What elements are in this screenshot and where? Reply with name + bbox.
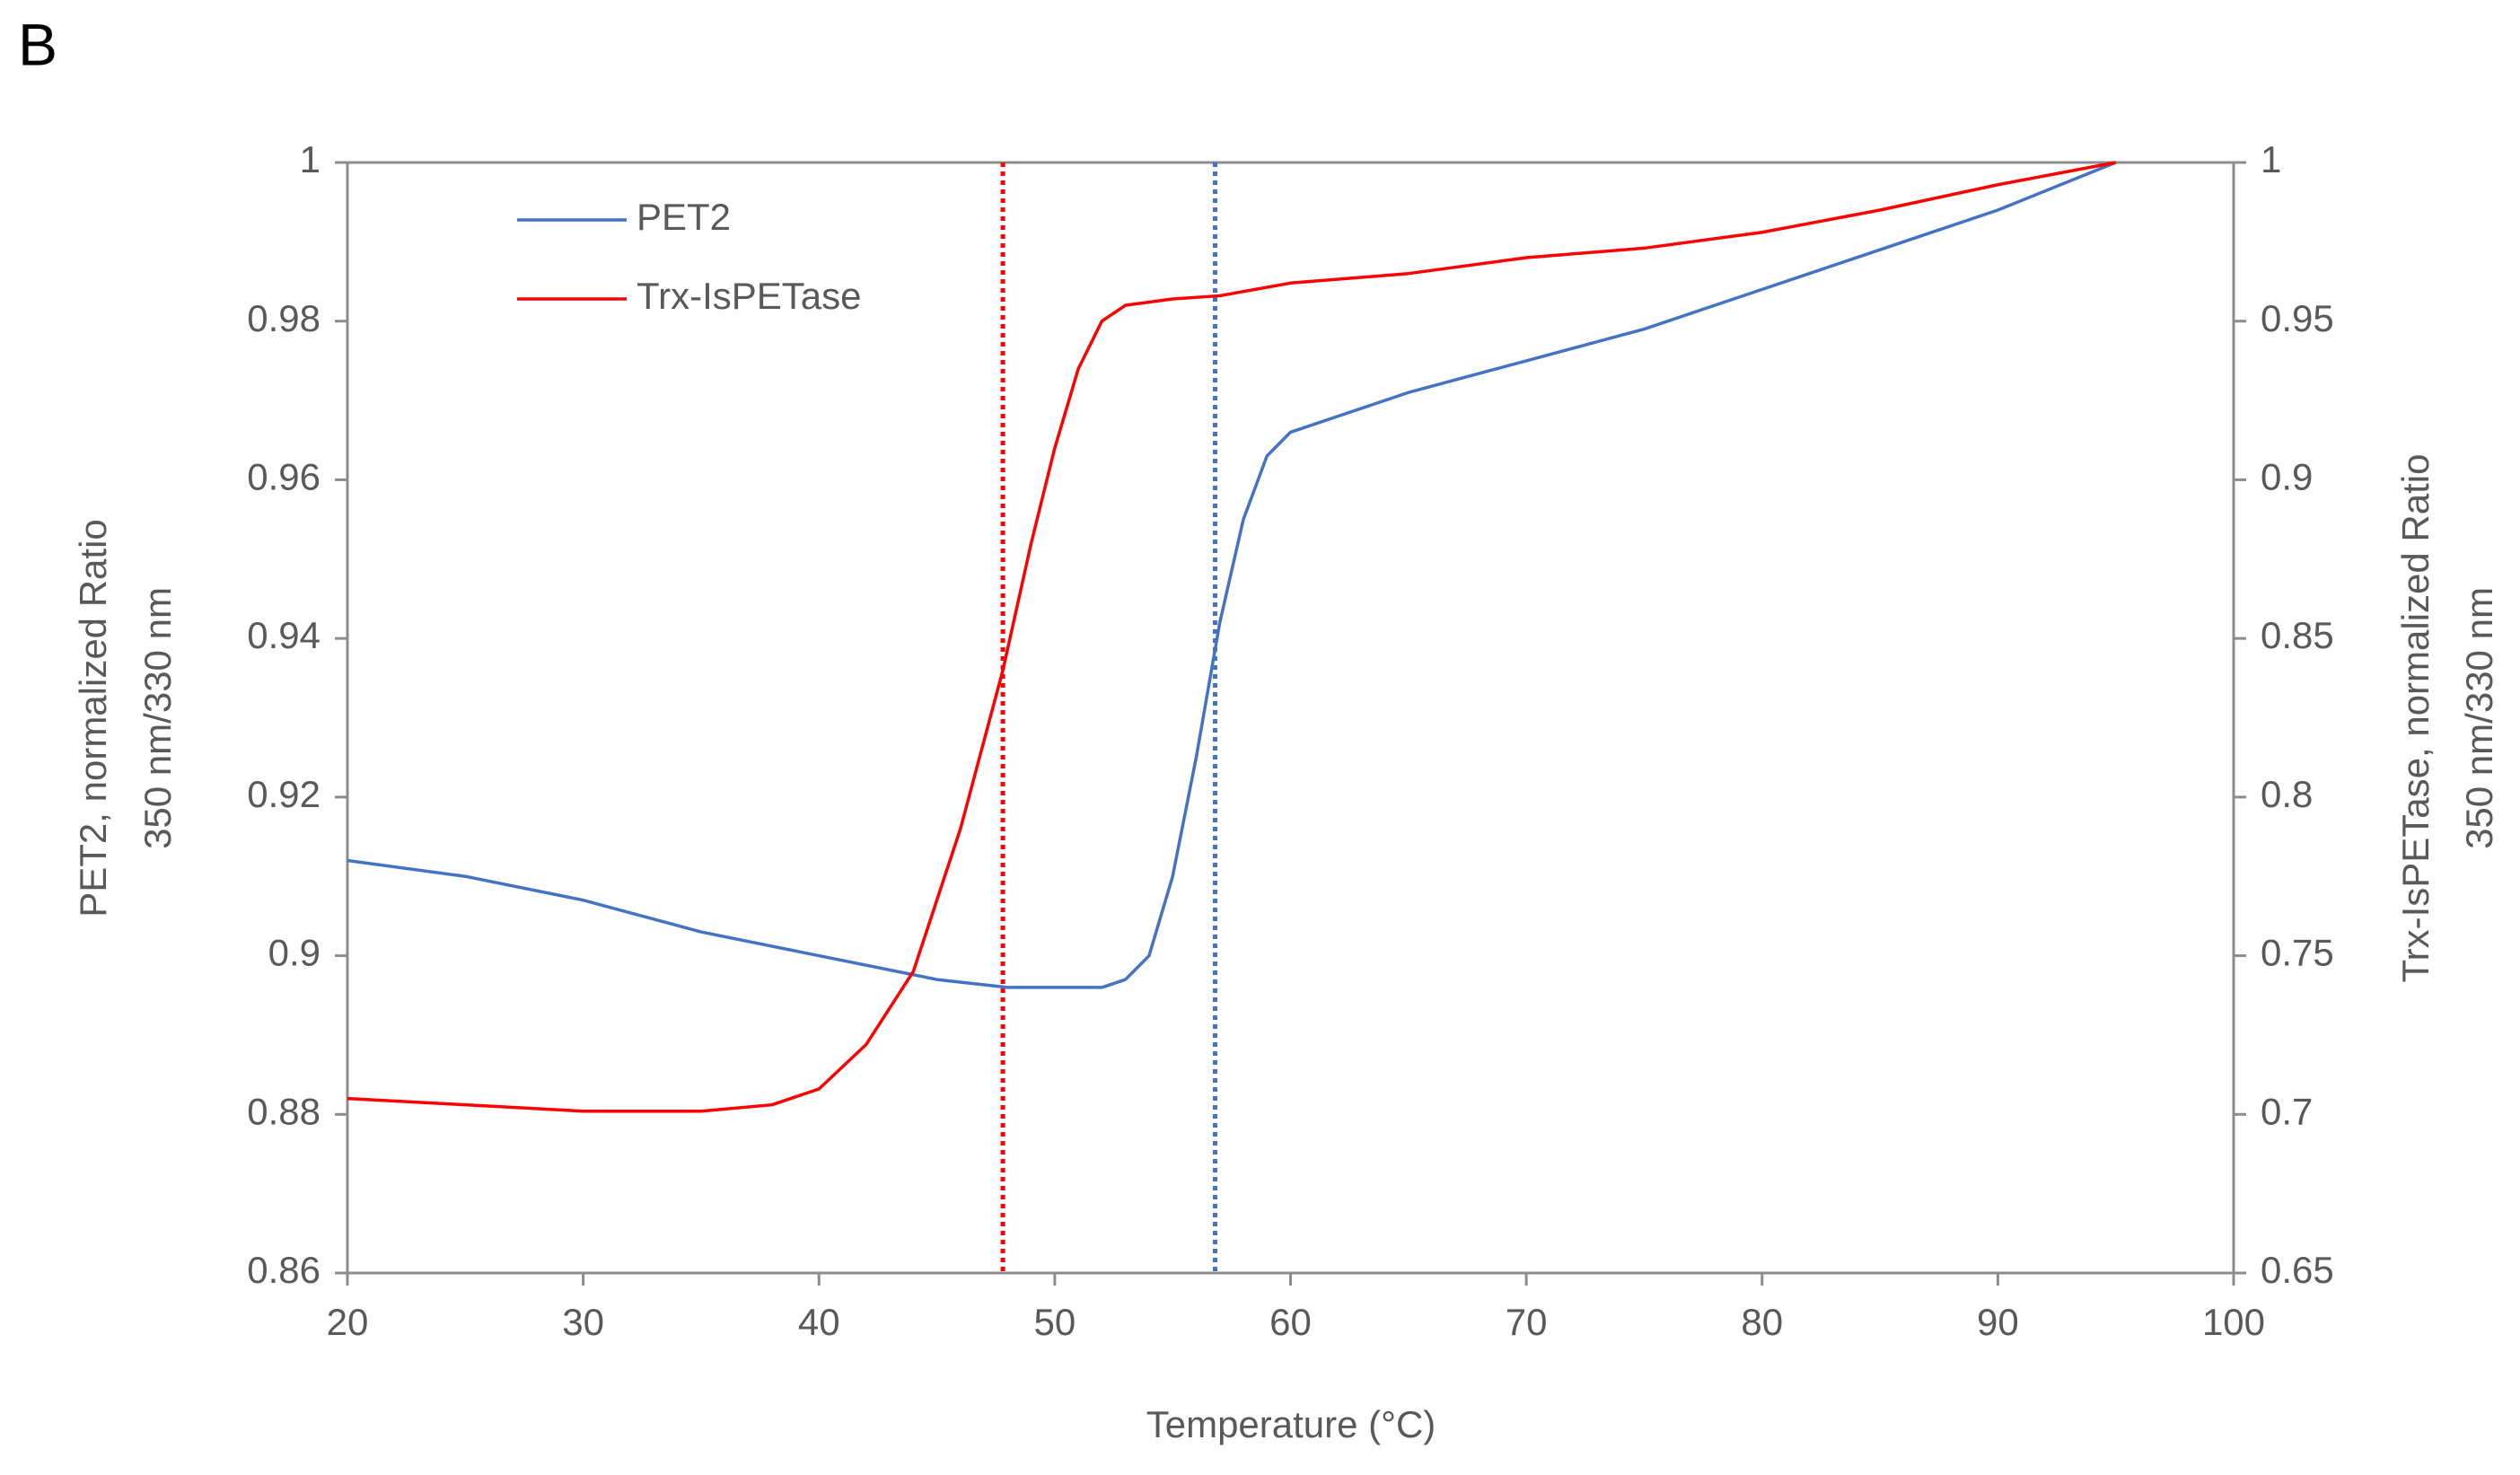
y-axis-title: 350 nm/330 nm [136, 587, 179, 849]
x-axis-title: Temperature (°C) [1146, 1403, 1436, 1445]
y2-tick-label: 0.85 [2261, 614, 2334, 656]
y-axis-title: PET2, normalized Ratio [72, 519, 114, 917]
x-tick-label: 90 [1977, 1301, 2019, 1343]
legend-label: Trx-IsPETase [637, 275, 861, 317]
y2-axis-title: Trx-IsPETase, normalized Ratio [2394, 454, 2437, 983]
y2-tick-label: 0.75 [2261, 932, 2334, 974]
x-tick-label: 20 [327, 1301, 369, 1343]
y-tick-label: 0.92 [247, 773, 320, 815]
x-tick-label: 60 [1269, 1301, 1312, 1343]
y2-tick-label: 0.65 [2261, 1249, 2334, 1291]
x-tick-label: 80 [1741, 1301, 1783, 1343]
y2-tick-label: 0.9 [2261, 456, 2313, 498]
x-tick-label: 70 [1506, 1301, 1548, 1343]
legend-label: PET2 [637, 196, 731, 238]
y-tick-label: 1 [300, 138, 320, 180]
y-tick-label: 0.88 [247, 1090, 320, 1132]
series-line [347, 161, 2117, 989]
y-tick-label: 0.94 [247, 614, 320, 656]
x-tick-label: 40 [798, 1301, 840, 1343]
y-tick-label: 0.96 [247, 456, 320, 498]
y-tick-label: 0.9 [268, 932, 320, 974]
panel-label: B [18, 11, 57, 77]
x-tick-label: 100 [2202, 1301, 2265, 1343]
y-tick-label: 0.86 [247, 1249, 320, 1291]
x-tick-label: 50 [1034, 1301, 1076, 1343]
series-line [347, 161, 2117, 1113]
y2-axis-title: 350 nm/330 nm [2458, 587, 2500, 849]
y-tick-label: 0.98 [247, 297, 320, 339]
y2-tick-label: 1 [2261, 138, 2281, 180]
x-tick-label: 30 [562, 1301, 604, 1343]
y2-tick-label: 0.7 [2261, 1090, 2313, 1132]
y2-tick-label: 0.8 [2261, 773, 2313, 815]
y2-tick-label: 0.95 [2261, 297, 2334, 339]
